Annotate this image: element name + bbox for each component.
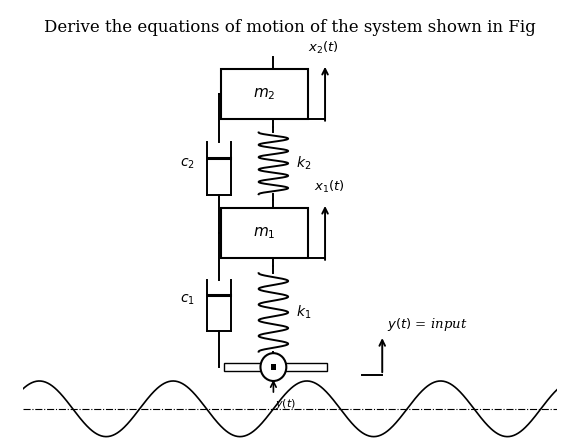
- Text: $k_1$: $k_1$: [296, 304, 311, 321]
- Bar: [221, 208, 309, 258]
- Text: $c_1$: $c_1$: [180, 293, 195, 307]
- Text: $c_2$: $c_2$: [180, 156, 195, 171]
- Bar: [223, 363, 327, 371]
- Text: $k_2$: $k_2$: [296, 155, 311, 172]
- Text: $y(t)$ = input: $y(t)$ = input: [387, 316, 467, 333]
- Text: $m_1$: $m_1$: [253, 225, 276, 241]
- Circle shape: [260, 353, 287, 381]
- Text: $m_2$: $m_2$: [253, 86, 276, 102]
- Text: Derive the equations of motion of the system shown in Fig: Derive the equations of motion of the sy…: [44, 19, 536, 36]
- Text: $x_1(t)$: $x_1(t)$: [314, 179, 345, 195]
- Bar: [271, 364, 276, 370]
- Text: $x_2(t)$: $x_2(t)$: [309, 40, 339, 56]
- Text: $y(t)$: $y(t)$: [276, 397, 296, 411]
- Bar: [221, 69, 309, 119]
